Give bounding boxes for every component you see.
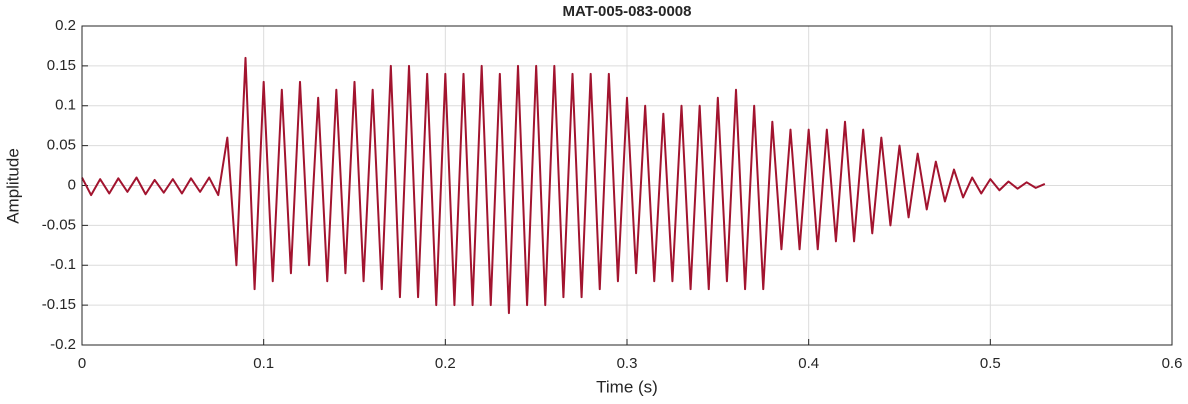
waveform-line (81, 56, 1046, 315)
x-tick-label: 0.2 (435, 355, 456, 372)
chart-title: MAT-005-083-0008 (563, 3, 692, 20)
y-tick-label: -0.15 (42, 296, 76, 313)
plot-border (81, 25, 1173, 346)
y-tick-label: 0.05 (47, 137, 76, 154)
y-tick-label: -0.05 (42, 216, 76, 233)
x-tick-label: 0.1 (253, 355, 274, 372)
y-tick-label: 0 (68, 176, 76, 193)
x-tick-label: 0.5 (980, 355, 1001, 372)
y-axis-label: Amplitude (3, 148, 22, 224)
y-tick-label: -0.1 (50, 256, 76, 273)
x-tick-label: 0.4 (798, 355, 819, 372)
x-axis-label: Time (s) (596, 377, 658, 396)
y-tick-label: 0.15 (47, 57, 76, 74)
x-tick-label: 0 (78, 355, 86, 372)
x-tick-label: 0.3 (617, 355, 638, 372)
y-tick-label: 0.1 (55, 97, 76, 114)
y-tick-label: -0.2 (50, 336, 76, 353)
x-tick-label: 0.6 (1162, 355, 1183, 372)
y-tick-label: 0.2 (55, 17, 76, 34)
